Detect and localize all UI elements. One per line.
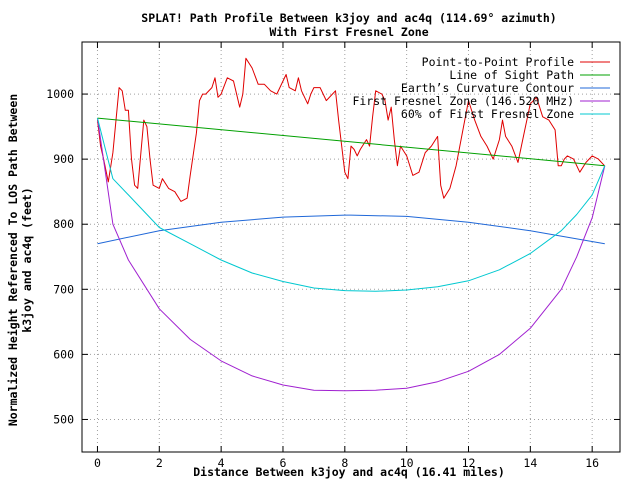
series-line-4	[97, 118, 606, 392]
legend-label: Point-to-Point Profile	[422, 55, 574, 69]
x-tick-label: 0	[94, 456, 101, 470]
y-axis-label-line2: k3joy and ac4q (feet)	[20, 187, 34, 332]
legend-label: Line of Sight Path	[449, 68, 574, 82]
y-tick-label: 700	[53, 282, 74, 296]
chart-title-line2: With First Fresnel Zone	[269, 25, 428, 39]
x-tick-label: 2	[156, 456, 163, 470]
x-tick-label: 10	[400, 456, 414, 470]
legend-label: 60% of First Fresnel Zone	[401, 107, 574, 121]
tick-layer: 0 2 4 6 8 10 12 14 16 500 600 700 800 900 1000	[46, 42, 620, 470]
y-tick-label: 1000	[46, 87, 74, 101]
series-line-3	[97, 214, 605, 245]
x-tick-label: 6	[280, 456, 287, 470]
x-tick-label: 16	[585, 456, 599, 470]
y-axis-label-line1: Normalized Height Referenced To LOS Path…	[6, 94, 20, 426]
grid-layer	[82, 42, 620, 452]
series-line-5	[97, 117, 606, 292]
plot-frame	[81, 41, 621, 453]
x-axis-label: Distance Between k3joy and ac4q (16.41 m…	[193, 465, 505, 479]
y-tick-label: 800	[53, 217, 74, 231]
x-tick-label: 4	[218, 456, 225, 470]
y-tick-label: 900	[53, 152, 74, 166]
legend-label: Earth’s Curvature Contour	[401, 81, 574, 95]
series-line-1	[97, 57, 605, 202]
series-line-2	[97, 117, 605, 167]
x-tick-label: 12	[462, 456, 476, 470]
x-tick-label: 8	[341, 456, 348, 470]
chart-title-line1: SPLAT! Path Profile Between k3joy and ac…	[141, 11, 556, 25]
y-tick-label: 600	[53, 347, 74, 361]
x-tick-label: 14	[523, 456, 537, 470]
legend-label: First Fresnel Zone (146.520 MHz)	[352, 94, 574, 108]
y-tick-label: 500	[53, 412, 74, 426]
series-layer	[97, 57, 606, 392]
